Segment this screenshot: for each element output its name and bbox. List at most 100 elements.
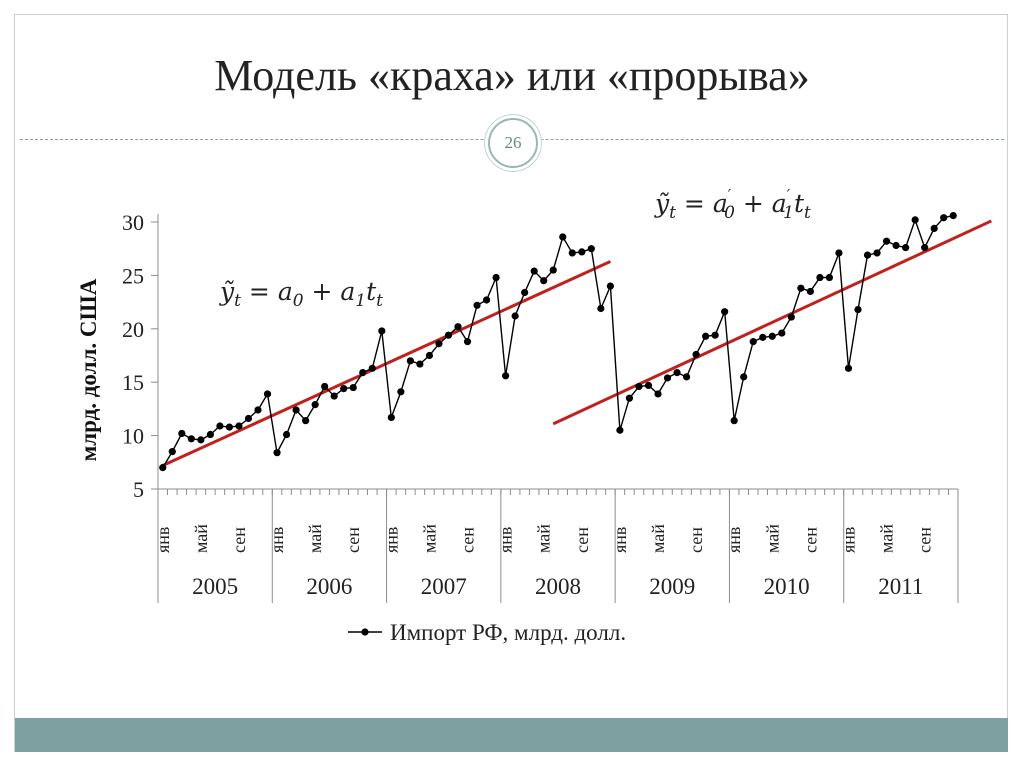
x-month-label: май	[648, 524, 668, 553]
data-point	[654, 390, 662, 398]
data-point	[863, 251, 872, 259]
x-month-label: сен	[572, 527, 592, 553]
data-point	[187, 435, 195, 443]
x-year-label: 2005	[192, 574, 238, 599]
data-point	[416, 360, 424, 368]
data-point	[892, 241, 900, 250]
x-month-label: сен	[229, 527, 249, 553]
data-point	[549, 266, 557, 274]
data-point	[578, 248, 586, 256]
x-month-label: сен	[686, 527, 706, 553]
data-point	[787, 313, 795, 321]
data-point	[387, 413, 395, 422]
data-point	[159, 464, 167, 472]
trend-lines	[162, 219, 992, 467]
data-point	[635, 382, 643, 391]
data-point	[778, 329, 786, 337]
data-point	[882, 237, 891, 245]
x-month-label: сен	[343, 527, 363, 553]
data-point	[492, 273, 500, 282]
data-point	[663, 374, 672, 382]
data-point	[244, 414, 253, 423]
x-year-label: 2010	[764, 574, 810, 599]
data-point	[835, 249, 843, 257]
data-point	[273, 449, 281, 457]
equation-first-trend: ỹt = a0 + a1tt	[219, 277, 383, 311]
data-point	[349, 383, 357, 392]
data-point	[749, 338, 757, 346]
legend-marker	[361, 628, 369, 636]
data-point	[559, 233, 567, 241]
data-point	[178, 429, 186, 438]
data-point	[473, 301, 481, 309]
data-point	[902, 244, 910, 252]
x-month-label: янв	[838, 527, 858, 553]
x-month-label: янв	[267, 527, 287, 553]
x-month-label: май	[877, 524, 897, 553]
data-point	[616, 426, 624, 434]
data-point	[302, 417, 310, 425]
data-point	[768, 332, 776, 340]
data-point	[435, 340, 443, 348]
data-point	[254, 406, 262, 414]
data-point	[444, 331, 453, 339]
data-point	[911, 216, 919, 224]
data-point	[825, 273, 834, 282]
data-point	[625, 394, 634, 402]
data-point	[797, 284, 805, 292]
data-point	[806, 287, 814, 296]
y-tick-label: 30	[122, 210, 144, 235]
x-month-label: янв	[381, 527, 401, 553]
data-point	[521, 288, 529, 297]
data-point	[340, 385, 348, 393]
y-tick-label: 15	[122, 370, 144, 395]
data-point	[282, 430, 291, 439]
data-point	[330, 392, 338, 400]
x-month-label: май	[305, 524, 325, 553]
data-point	[568, 249, 576, 257]
data-point	[606, 282, 614, 290]
data-point	[311, 401, 319, 409]
data-point	[225, 423, 234, 431]
x-month-label: янв	[496, 527, 516, 553]
data-point	[873, 249, 881, 257]
x-month-label: янв	[153, 527, 173, 553]
x-month-label: янв	[610, 527, 630, 553]
legend-label: Импорт РФ, млрд. долл.	[390, 620, 626, 645]
data-point	[816, 273, 824, 282]
trend-line-2	[552, 219, 992, 426]
data-point	[940, 214, 948, 222]
data-point	[197, 436, 205, 444]
data-point	[425, 351, 434, 360]
x-month-label: янв	[724, 527, 744, 553]
x-month-label: сен	[800, 527, 820, 553]
data-point	[692, 350, 700, 359]
data-point	[759, 333, 767, 341]
data-point	[235, 422, 243, 430]
data-point	[702, 332, 710, 340]
data-point	[844, 364, 853, 372]
data-point	[644, 381, 653, 390]
y-tick-label: 10	[122, 424, 144, 449]
data-point	[921, 244, 929, 252]
data-point	[206, 430, 214, 439]
equation-second-trend: ỹt = a′ 0 + a′ 1tt	[654, 186, 811, 223]
data-point	[949, 211, 957, 220]
x-month-label: май	[191, 524, 211, 553]
data-point	[263, 390, 272, 398]
data-point	[730, 417, 738, 425]
data-point	[930, 224, 938, 233]
x-month-label: сен	[458, 527, 478, 553]
data-point	[502, 372, 510, 380]
data-point	[721, 308, 729, 316]
data-point	[463, 338, 472, 346]
page-number-badge: 26	[488, 118, 538, 168]
y-axis-label: млрд. долл. США	[76, 278, 101, 461]
y-tick-label: 25	[122, 263, 144, 288]
series-line	[162, 214, 954, 468]
data-point	[682, 373, 691, 381]
x-year-label: 2009	[649, 574, 695, 599]
data-point	[587, 245, 595, 253]
x-year-label: 2008	[535, 574, 581, 599]
